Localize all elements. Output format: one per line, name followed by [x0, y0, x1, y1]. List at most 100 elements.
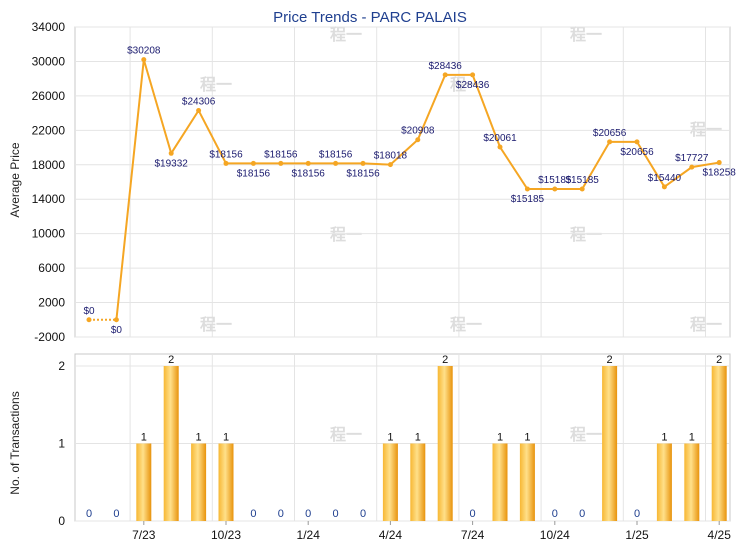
transaction-bar-label: 1: [415, 432, 421, 444]
watermark-text: 程一: [570, 426, 602, 444]
watermark-text: 程一: [570, 26, 602, 44]
price-point-label: $28436: [456, 80, 490, 91]
price-y-tick-label: 18000: [32, 158, 66, 172]
price-point-label: $18156: [346, 168, 380, 179]
transaction-bar: [191, 443, 207, 521]
price-y-tick-label: 34000: [32, 20, 66, 34]
watermark-text: 程一: [330, 226, 362, 244]
transactions-y-tick-label: 2: [58, 359, 65, 373]
price-point: [360, 160, 366, 166]
price-y-tick-label: 14000: [32, 192, 66, 206]
x-tick-label: 10/24: [540, 528, 570, 542]
price-point: [387, 162, 393, 168]
transaction-bar-label: 0: [250, 508, 256, 520]
watermark-text: 程一: [570, 226, 602, 244]
price-point-label: $19332: [155, 158, 189, 169]
x-tick-label: 10/23: [211, 528, 241, 542]
transaction-bar: [437, 366, 453, 521]
price-y-tick-label: -2000: [34, 330, 65, 344]
x-tick-label: 4/25: [708, 528, 732, 542]
transaction-bar-label: 0: [333, 508, 339, 520]
price-point: [497, 144, 503, 150]
x-tick-label: 1/25: [625, 528, 649, 542]
transaction-bar: [519, 443, 535, 521]
transaction-bar-label: 0: [634, 508, 640, 520]
price-point-label: $18258: [703, 168, 737, 179]
price-point-label: $17727: [675, 153, 709, 164]
price-y-tick-label: 22000: [32, 123, 66, 137]
transaction-bar-label: 2: [168, 354, 174, 366]
price-point: [552, 186, 558, 192]
transaction-bar-label: 1: [141, 432, 147, 444]
transaction-bar-label: 1: [196, 432, 202, 444]
price-point: [305, 160, 311, 166]
transaction-bar: [492, 443, 508, 521]
transaction-bar-label: 1: [497, 432, 503, 444]
x-tick-label: 4/24: [379, 528, 403, 542]
transactions-axis-label: No. of Transactions: [8, 391, 22, 494]
transaction-bar-label: 2: [716, 354, 722, 366]
price-point: [113, 317, 119, 323]
price-point-label: $0: [83, 306, 95, 317]
price-point: [607, 139, 613, 145]
transactions-y-tick-label: 1: [58, 437, 65, 451]
x-tick-label: 7/23: [132, 528, 156, 542]
price-point-label: $24306: [182, 96, 216, 107]
transaction-bar-label: 1: [524, 432, 530, 444]
chart-title: Price Trends - PARC PALAIS: [273, 9, 467, 26]
watermark-text: 程一: [330, 426, 362, 444]
price-y-tick-label: 26000: [32, 89, 66, 103]
transaction-bar-label: 0: [360, 508, 366, 520]
transaction-bar-label: 2: [607, 354, 613, 366]
price-point: [278, 160, 284, 166]
price-point: [716, 160, 722, 166]
price-point-label: $18156: [237, 168, 271, 179]
transaction-bar-label: 0: [86, 508, 92, 520]
transaction-bar-label: 0: [552, 508, 558, 520]
price-point: [141, 57, 147, 63]
transaction-bar: [410, 443, 426, 521]
price-point-label: $20656: [620, 147, 654, 158]
price-point-label: $18156: [292, 168, 326, 179]
price-point-label: $30208: [127, 46, 161, 57]
price-point-label: $20908: [401, 126, 435, 137]
price-point: [333, 160, 339, 166]
price-point: [196, 107, 202, 113]
transactions-plot-area: [74, 353, 731, 522]
price-point: [661, 184, 667, 190]
transaction-bar-label: 1: [661, 432, 667, 444]
price-point-label: $15185: [511, 194, 545, 205]
price-point: [168, 150, 174, 156]
price-point: [689, 164, 695, 170]
watermark-text: 程一: [200, 316, 232, 334]
price-y-tick-label: 6000: [38, 261, 65, 275]
price-point: [524, 186, 530, 192]
price-point-label: $15185: [538, 175, 572, 186]
price-point: [415, 137, 421, 143]
transaction-bar: [218, 443, 234, 521]
price-y-tick-label: 30000: [32, 54, 66, 68]
transaction-bar-label: 1: [689, 432, 695, 444]
price-plot-area: [74, 26, 731, 338]
x-tick-label: 1/24: [297, 528, 321, 542]
price-point-label: $15185: [566, 175, 600, 186]
watermark-text: 程一: [450, 316, 482, 334]
transaction-bar-label: 0: [305, 508, 311, 520]
transaction-bar: [602, 366, 618, 521]
price-point-label: $18156: [319, 149, 353, 160]
price-point: [634, 139, 640, 145]
price-point: [442, 72, 448, 78]
transaction-bar: [684, 443, 700, 521]
price-point-label: $18156: [264, 149, 298, 160]
price-point: [579, 186, 585, 192]
price-point-label: $20061: [483, 133, 517, 144]
transaction-bar-label: 0: [470, 508, 476, 520]
price-y-tick-label: 2000: [38, 296, 65, 310]
price-axis-label: Average Price: [8, 142, 22, 217]
transaction-bar-label: 2: [442, 354, 448, 366]
transactions-y-tick-label: 0: [58, 514, 65, 528]
price-point: [470, 72, 476, 78]
watermark-text: 程一: [200, 76, 232, 94]
